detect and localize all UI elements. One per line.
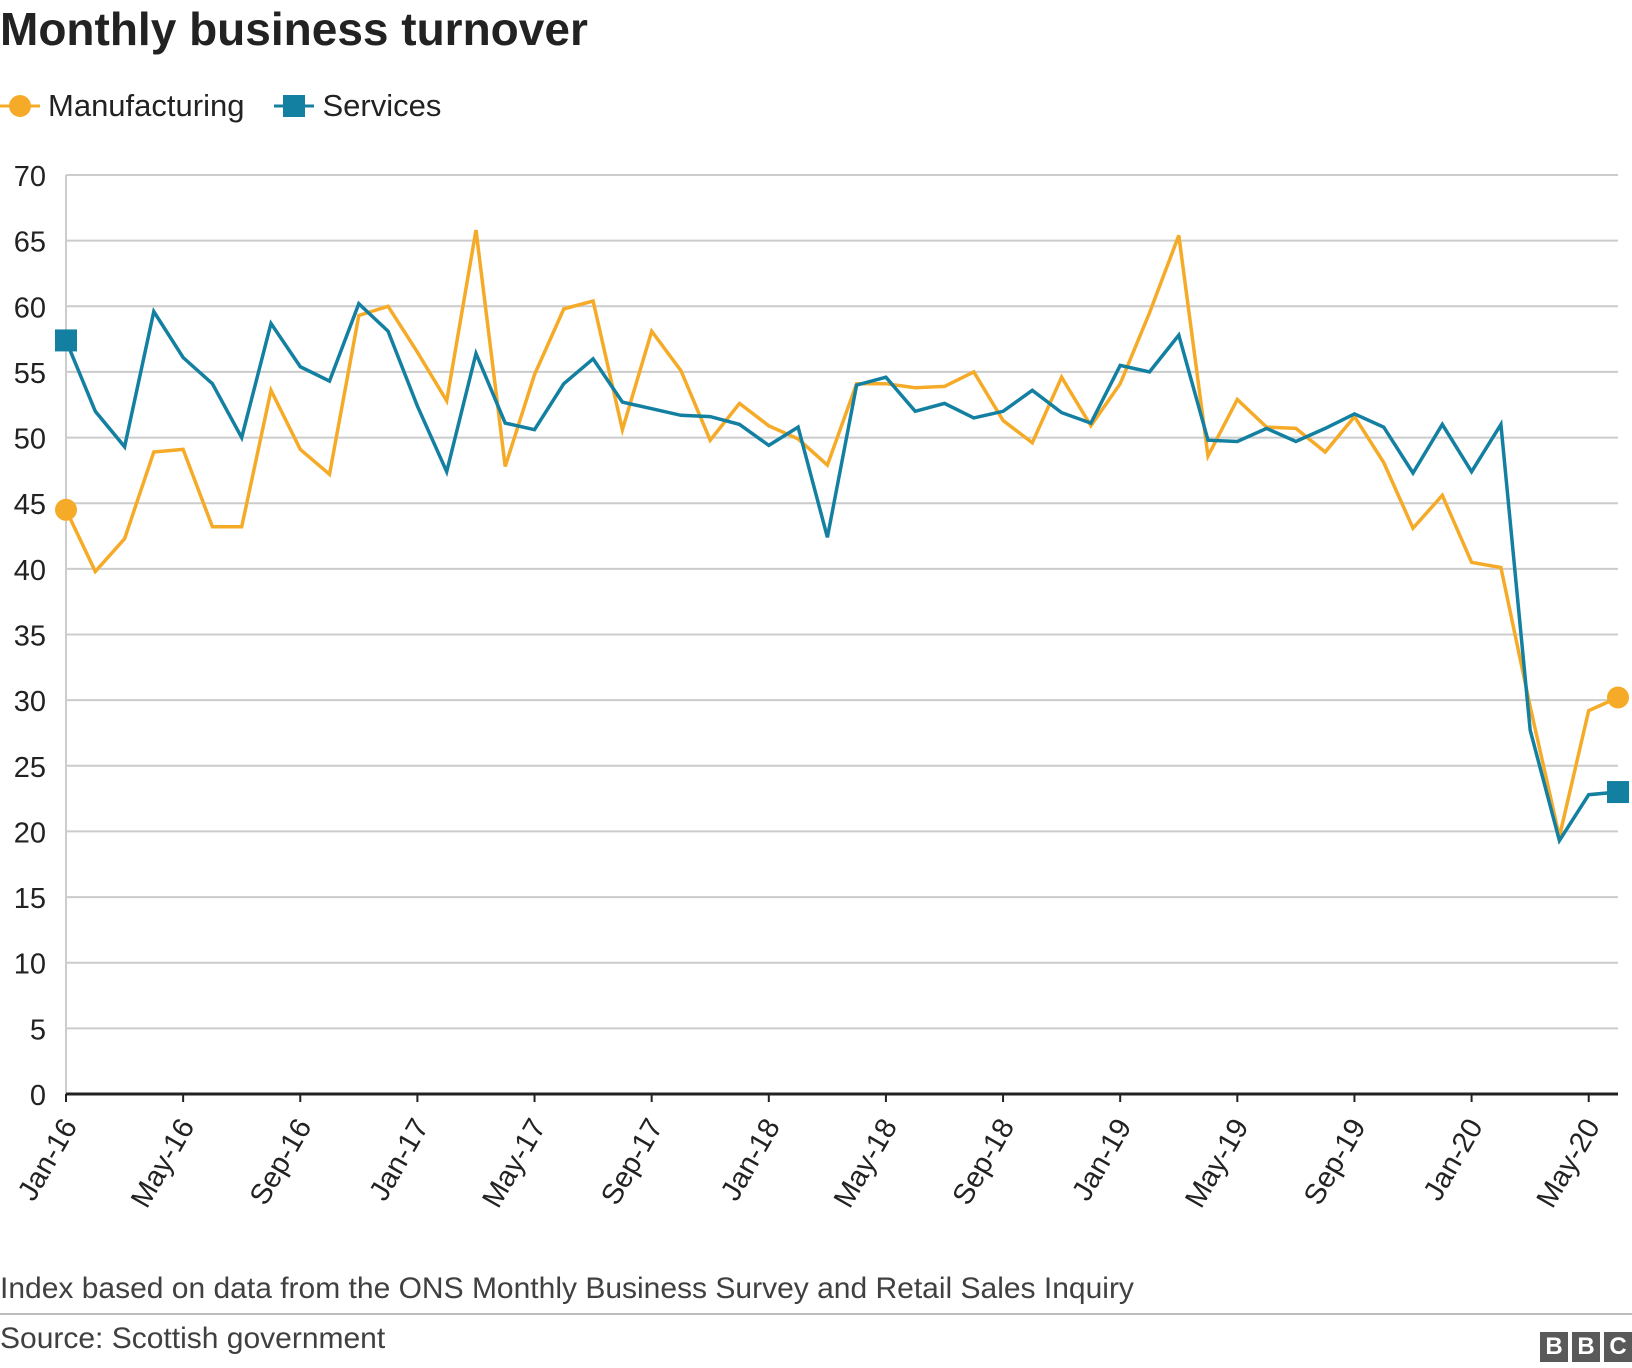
y-tick-label-50: 50 (14, 424, 46, 456)
bbc-logo: B B C (1540, 1332, 1632, 1362)
y-tick-label-20: 20 (14, 817, 46, 849)
y-tick-label-5: 5 (30, 1014, 46, 1046)
x-tick-label-May-20: May-20 (1531, 1114, 1607, 1214)
x-tick-label-Jan-16: Jan-16 (12, 1114, 84, 1207)
x-tick-label-May-16: May-16 (125, 1114, 201, 1214)
line-chart: 0 5 10 15 20 25 30 35 40 45 50 55 60 65 70 Jan-16 May-16… (12, 161, 1629, 1214)
series-line-manufacturing (64, 229, 1619, 838)
y-tick-label-70: 70 (14, 161, 46, 193)
legend: Manufacturing Services (0, 84, 471, 128)
x-tick-label-Sep-18: Sep-18 (947, 1114, 1021, 1211)
logo-letter-3: C (1604, 1332, 1632, 1362)
legend-label-services: Services (322, 88, 442, 123)
footer-divider (0, 1313, 1632, 1315)
footnote: Index based on data from the ONS Monthly… (0, 1272, 1134, 1305)
y-tick-label-45: 45 (14, 489, 46, 521)
y-tick-label-30: 30 (14, 686, 46, 718)
marker-services-start (55, 329, 77, 352)
x-tick-label-Jan-19: Jan-19 (1066, 1114, 1138, 1207)
x-tick-label-May-19: May-19 (1179, 1114, 1255, 1214)
marker-manufacturing-start (55, 498, 77, 521)
series-line-services (64, 300, 1619, 845)
legend-label-manufacturing: Manufacturing (48, 88, 245, 123)
logo-letter-2: B (1572, 1332, 1600, 1362)
x-tick-label-Jan-17: Jan-17 (363, 1114, 435, 1207)
x-tick-label-Sep-19: Sep-19 (1298, 1114, 1372, 1211)
y-tick-label-65: 65 (14, 227, 46, 259)
marker-services-end (1607, 781, 1629, 804)
y-tick-label-35: 35 (14, 621, 46, 653)
x-tick-label-May-18: May-18 (828, 1114, 904, 1214)
legend-item-manufacturing: Manufacturing (0, 88, 244, 124)
chart-title: Monthly business turnover (0, 3, 588, 55)
legend-marker-manufacturing (0, 95, 40, 117)
y-tick-label-15: 15 (14, 883, 46, 915)
marker-manufacturing-end (1607, 686, 1629, 709)
y-tick-label-55: 55 (14, 358, 46, 390)
x-tick-label-Sep-16: Sep-16 (244, 1114, 318, 1211)
x-tick-label-May-17: May-17 (477, 1114, 553, 1214)
y-tick-label-0: 0 (30, 1080, 46, 1112)
y-tick-label-25: 25 (14, 752, 46, 784)
x-tick-label-Sep-17: Sep-17 (595, 1114, 669, 1211)
y-tick-label-40: 40 (14, 555, 46, 587)
y-tick-label-10: 10 (14, 949, 46, 981)
x-tick-label-Jan-20: Jan-20 (1418, 1114, 1490, 1207)
x-tick-label-Jan-18: Jan-18 (715, 1114, 787, 1207)
source-text: Source: Scottish government (0, 1322, 386, 1355)
legend-marker-services (274, 95, 315, 117)
y-tick-label-60: 60 (14, 292, 46, 324)
logo-letter-1: B (1540, 1332, 1568, 1362)
legend-item-services: Services (274, 88, 441, 124)
